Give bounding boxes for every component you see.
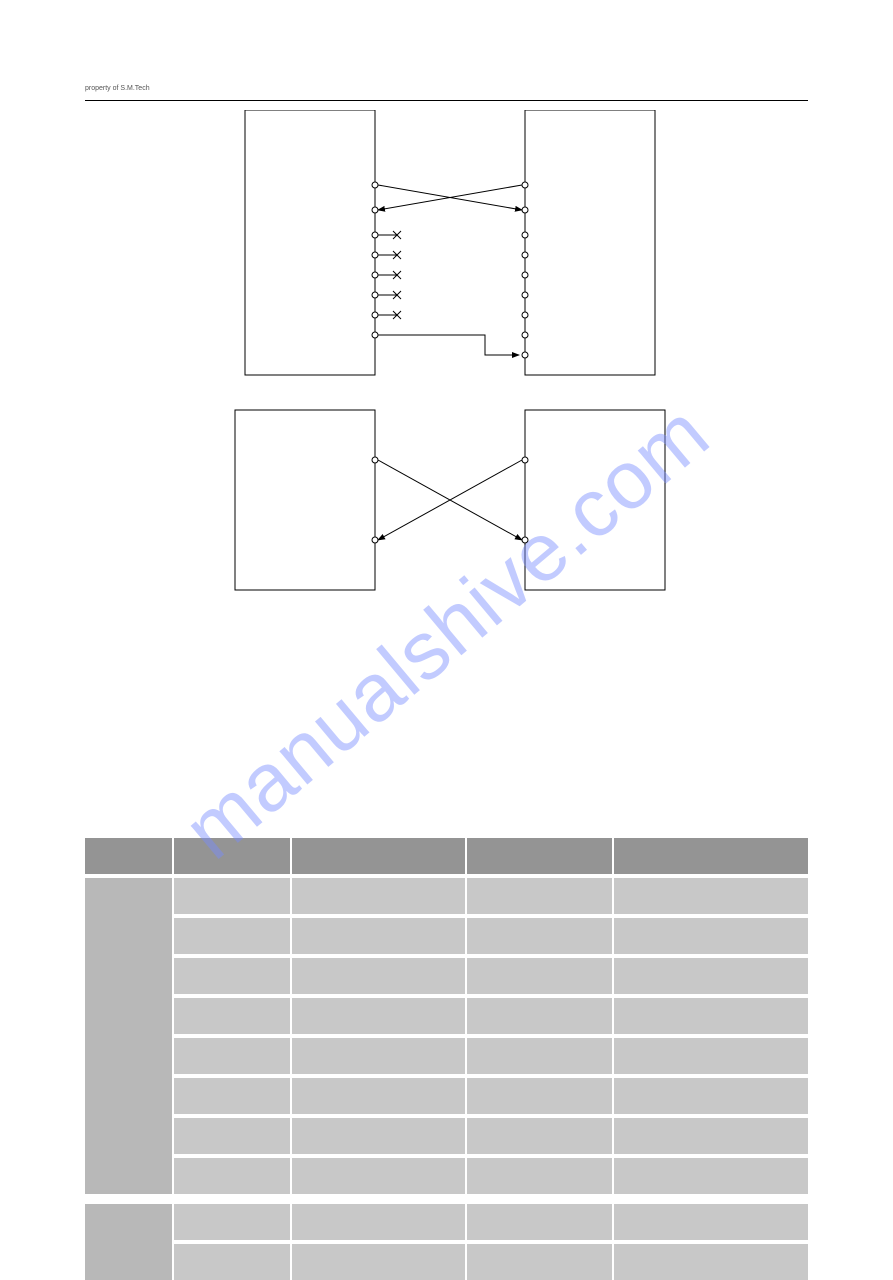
- table-row: [85, 1244, 808, 1280]
- group-cell-0: [85, 878, 172, 1194]
- table: [85, 838, 808, 1280]
- table-row: [85, 878, 808, 914]
- col-header-0: [85, 838, 172, 874]
- group-cell-1: [85, 1204, 172, 1280]
- col-header-4: [614, 838, 808, 874]
- table-row: [85, 1204, 808, 1240]
- page: property of S.M.Tech manualshive.com: [0, 0, 893, 1263]
- diagram-area: [85, 110, 808, 610]
- table-row: [85, 918, 808, 954]
- table-row: [85, 1158, 808, 1194]
- table-row: [85, 1118, 808, 1154]
- col-header-1: [174, 838, 290, 874]
- table-row: [85, 958, 808, 994]
- col-header-3: [467, 838, 612, 874]
- header-rule: [85, 100, 808, 101]
- header-small-text: property of S.M.Tech: [85, 85, 150, 92]
- table-row: [85, 998, 808, 1034]
- table-row: [85, 1078, 808, 1114]
- table-header-row: [85, 838, 808, 874]
- col-header-2: [292, 838, 466, 874]
- connection-diagram: [85, 110, 808, 610]
- spec-table: [85, 838, 808, 1280]
- table-row: [85, 1038, 808, 1074]
